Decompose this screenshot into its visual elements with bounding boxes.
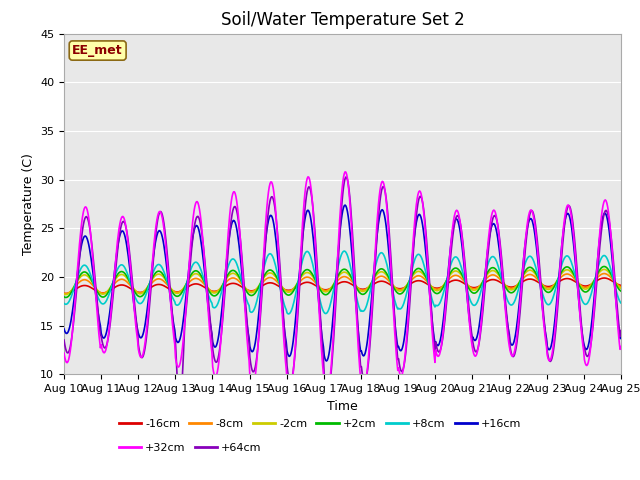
-8cm	[71, 284, 79, 290]
+8cm	[617, 300, 625, 306]
+2cm	[185, 276, 193, 282]
-2cm	[411, 270, 419, 276]
+8cm	[285, 311, 292, 317]
-16cm	[60, 290, 68, 296]
+16cm	[214, 340, 221, 346]
+64cm	[412, 220, 419, 226]
+8cm	[214, 302, 221, 308]
+16cm	[184, 275, 192, 280]
-16cm	[617, 282, 625, 288]
+2cm	[71, 282, 79, 288]
-8cm	[428, 283, 435, 289]
-8cm	[61, 291, 69, 297]
-2cm	[214, 288, 222, 294]
+32cm	[617, 344, 625, 349]
+16cm	[60, 326, 68, 332]
+16cm	[127, 280, 135, 286]
X-axis label: Time: Time	[327, 400, 358, 413]
-8cm	[601, 271, 609, 276]
+16cm	[412, 224, 419, 230]
Line: -16cm: -16cm	[64, 278, 621, 294]
Line: -2cm: -2cm	[64, 269, 621, 295]
-2cm	[128, 283, 136, 289]
-8cm	[60, 290, 68, 296]
+32cm	[412, 209, 419, 215]
Line: -8cm: -8cm	[64, 274, 621, 294]
+8cm	[412, 255, 419, 261]
+64cm	[214, 355, 222, 361]
+16cm	[341, 202, 349, 208]
+64cm	[185, 278, 193, 284]
-2cm	[617, 285, 625, 291]
+64cm	[342, 174, 349, 180]
-16cm	[428, 284, 435, 289]
+16cm	[70, 297, 78, 302]
-8cm	[617, 284, 625, 289]
-2cm	[185, 277, 193, 283]
+32cm	[184, 277, 192, 283]
+2cm	[60, 294, 68, 300]
-8cm	[128, 285, 136, 290]
-16cm	[601, 275, 609, 281]
-8cm	[411, 274, 419, 280]
+32cm	[70, 310, 78, 316]
-16cm	[71, 287, 79, 293]
Line: +16cm: +16cm	[64, 205, 621, 361]
+8cm	[127, 283, 135, 289]
+32cm	[214, 369, 221, 375]
-16cm	[61, 291, 69, 297]
+32cm	[341, 169, 349, 175]
+2cm	[61, 295, 69, 300]
+64cm	[127, 268, 135, 274]
+2cm	[600, 264, 607, 269]
+8cm	[60, 300, 68, 306]
+8cm	[184, 276, 192, 281]
+16cm	[323, 358, 330, 364]
+8cm	[428, 296, 436, 301]
+32cm	[428, 325, 436, 331]
-8cm	[185, 280, 193, 286]
Text: EE_met: EE_met	[72, 44, 123, 57]
+64cm	[428, 313, 436, 319]
Y-axis label: Temperature (C): Temperature (C)	[22, 153, 35, 255]
+8cm	[70, 285, 78, 291]
+32cm	[60, 350, 68, 356]
+2cm	[411, 268, 419, 274]
+64cm	[70, 314, 78, 320]
+64cm	[175, 397, 183, 403]
Line: +8cm: +8cm	[64, 251, 621, 314]
+32cm	[323, 393, 330, 398]
-2cm	[61, 292, 69, 298]
+8cm	[340, 248, 348, 254]
Line: +32cm: +32cm	[64, 172, 621, 396]
Title: Soil/Water Temperature Set 2: Soil/Water Temperature Set 2	[221, 11, 464, 29]
-16cm	[411, 278, 419, 284]
+2cm	[617, 288, 625, 294]
-2cm	[600, 266, 607, 272]
-16cm	[128, 287, 136, 292]
+32cm	[127, 275, 135, 281]
+64cm	[60, 337, 68, 343]
-16cm	[185, 284, 193, 289]
-16cm	[214, 288, 222, 293]
-2cm	[60, 291, 68, 297]
-2cm	[71, 282, 79, 288]
+2cm	[428, 285, 435, 290]
Line: +2cm: +2cm	[64, 266, 621, 298]
-2cm	[428, 283, 435, 289]
+2cm	[128, 284, 136, 290]
-8cm	[214, 288, 222, 293]
Legend: +32cm, +64cm: +32cm, +64cm	[114, 439, 266, 457]
+64cm	[617, 328, 625, 334]
Line: +64cm: +64cm	[64, 177, 621, 400]
+16cm	[617, 336, 625, 341]
+16cm	[428, 316, 436, 322]
+2cm	[214, 290, 222, 296]
